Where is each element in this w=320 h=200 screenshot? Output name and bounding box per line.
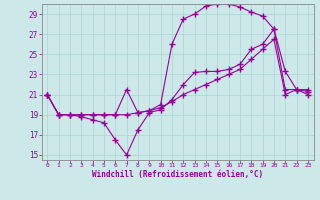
X-axis label: Windchill (Refroidissement éolien,°C): Windchill (Refroidissement éolien,°C): [92, 170, 263, 179]
